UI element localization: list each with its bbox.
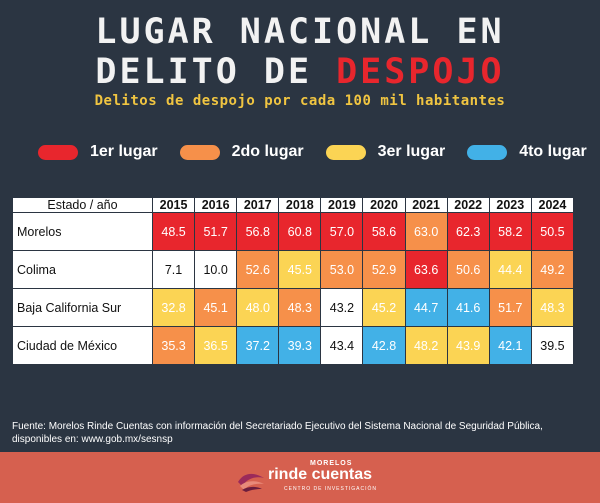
table-body: Morelos 48.5 51.7 56.8 60.8 57.0 58.6 63.0 62.3 5…: [12, 212, 575, 365]
value-cell: 60.8: [278, 212, 322, 251]
value-cell: 10.0: [194, 250, 238, 289]
year-header-2017: 2017: [236, 197, 280, 213]
value-cell: 43.9: [446, 326, 490, 365]
value-cell: 43.4: [320, 326, 364, 365]
title-accent: DESPOJO: [336, 52, 505, 92]
footer-bar: MORELOS rinde cuentas CENTRO DE INVESTIG…: [0, 452, 600, 503]
legend-item-first: 1er lugar: [38, 143, 158, 161]
value-cell: 50.5: [530, 212, 575, 251]
legend-label-third: 3er lugar: [377, 143, 446, 160]
legend-swatch-fourth: [467, 144, 508, 160]
legend-label-first: 1er lugar: [90, 143, 158, 160]
year-header-2021: 2021: [404, 197, 448, 213]
value-cell: 42.1: [488, 326, 532, 365]
year-header-2024: 2024: [530, 197, 575, 213]
legend-item-second: 2do lugar: [179, 143, 304, 161]
value-cell: 45.5: [278, 250, 322, 289]
value-cell: 58.2: [488, 212, 532, 251]
logo-mark-icon: [238, 473, 264, 492]
year-header-2022: 2022: [446, 197, 490, 213]
value-cell: 63.0: [404, 212, 448, 251]
state-name-cell: Colima: [12, 250, 153, 289]
legend-swatch-first: [38, 144, 78, 160]
value-cell: 7.1: [151, 250, 196, 289]
table-row: Colima 7.1 10.0 52.6 45.5 53.0 52.9 63.6 50.6 44.…: [12, 250, 575, 289]
source-note: Fuente: Morelos Rinde Cuentas con inform…: [12, 421, 543, 445]
logo-top-text: MORELOS: [310, 460, 353, 467]
page-title-line1: LUGAR NACIONAL EN: [95, 12, 505, 52]
value-cell: 32.8: [151, 288, 196, 327]
value-cell: 36.5: [194, 326, 238, 365]
chart-subtitle: Delitos de despojo por cada 100 mil habi…: [94, 93, 506, 109]
value-cell: 39.3: [278, 326, 322, 365]
logo: MORELOS rinde cuentas CENTRO DE INVESTIG…: [236, 460, 376, 498]
value-cell: 37.2: [236, 326, 280, 365]
value-cell: 44.4: [488, 250, 532, 289]
year-header-2016: 2016: [194, 197, 238, 213]
title-prefix: DELITO DE: [95, 52, 337, 92]
year-header-2018: 2018: [278, 197, 322, 213]
value-cell: 43.2: [320, 288, 364, 327]
table-row: Baja California Sur 32.8 45.1 48.0 48.3 43.2 4…: [12, 288, 575, 327]
table-row: Morelos 48.5 51.7 56.8 60.8 57.0 58.6 63.0 62.3 5…: [12, 212, 575, 251]
table-row: Ciudad de México 35.3 36.5 37.2 39.3 43.4 42.8…: [12, 326, 575, 365]
value-cell: 63.6: [404, 250, 448, 289]
value-cell: 44.7: [404, 288, 448, 327]
data-table: Estado / año 2015 2016 2017 2018 2019 2020 202…: [12, 197, 575, 365]
state-name-cell: Morelos: [12, 212, 153, 251]
legend-item-third: 3er lugar: [325, 143, 446, 161]
value-cell: 48.3: [278, 288, 322, 327]
value-cell: 52.6: [236, 250, 280, 289]
value-cell: 48.0: [236, 288, 280, 327]
value-cell: 57.0: [320, 212, 364, 251]
value-cell: 49.2: [530, 250, 575, 289]
value-cell: 35.3: [151, 326, 196, 365]
legend-label-second: 2do lugar: [231, 143, 304, 160]
header-state-year: Estado / año: [12, 197, 153, 213]
value-cell: 51.7: [194, 212, 238, 251]
value-cell: 48.5: [151, 212, 196, 251]
value-cell: 51.7: [488, 288, 532, 327]
legend-swatch-second: [179, 144, 220, 160]
value-cell: 58.6: [362, 212, 406, 251]
value-cell: 48.2: [404, 326, 448, 365]
value-cell: 48.3: [530, 288, 575, 327]
logo-main-text: rinde cuentas: [268, 466, 373, 483]
state-name-cell: Ciudad de México: [12, 326, 153, 365]
table-header-row: Estado / año 2015 2016 2017 2018 2019 2020 202…: [12, 197, 575, 213]
value-cell: 45.2: [362, 288, 406, 327]
legend-swatch-third: [325, 144, 366, 160]
value-cell: 62.3: [446, 212, 490, 251]
year-header-2019: 2019: [320, 197, 364, 213]
value-cell: 45.1: [194, 288, 238, 327]
state-name-cell: Baja California Sur: [12, 288, 153, 327]
data-table-container: Estado / año 2015 2016 2017 2018 2019 2020 202…: [12, 197, 575, 365]
value-cell: 56.8: [236, 212, 280, 251]
legend-item-fourth: 4to lugar: [467, 143, 587, 161]
year-header-2020: 2020: [362, 197, 406, 213]
logo-sub-text: CENTRO DE INVESTIGACIÓN: [284, 486, 378, 492]
value-cell: 42.8: [362, 326, 406, 365]
value-cell: 41.6: [446, 288, 490, 327]
value-cell: 53.0: [320, 250, 364, 289]
legend-label-fourth: 4to lugar: [519, 143, 587, 160]
value-cell: 52.9: [362, 250, 406, 289]
value-cell: 39.5: [530, 326, 575, 365]
page-title-line2: DELITO DE DESPOJO: [0, 52, 600, 92]
year-header-2015: 2015: [151, 197, 196, 213]
year-header-2023: 2023: [488, 197, 532, 213]
legend: 1er lugar 2do lugar 3er lugar 4to lugar: [38, 140, 587, 164]
value-cell: 50.6: [446, 250, 490, 289]
